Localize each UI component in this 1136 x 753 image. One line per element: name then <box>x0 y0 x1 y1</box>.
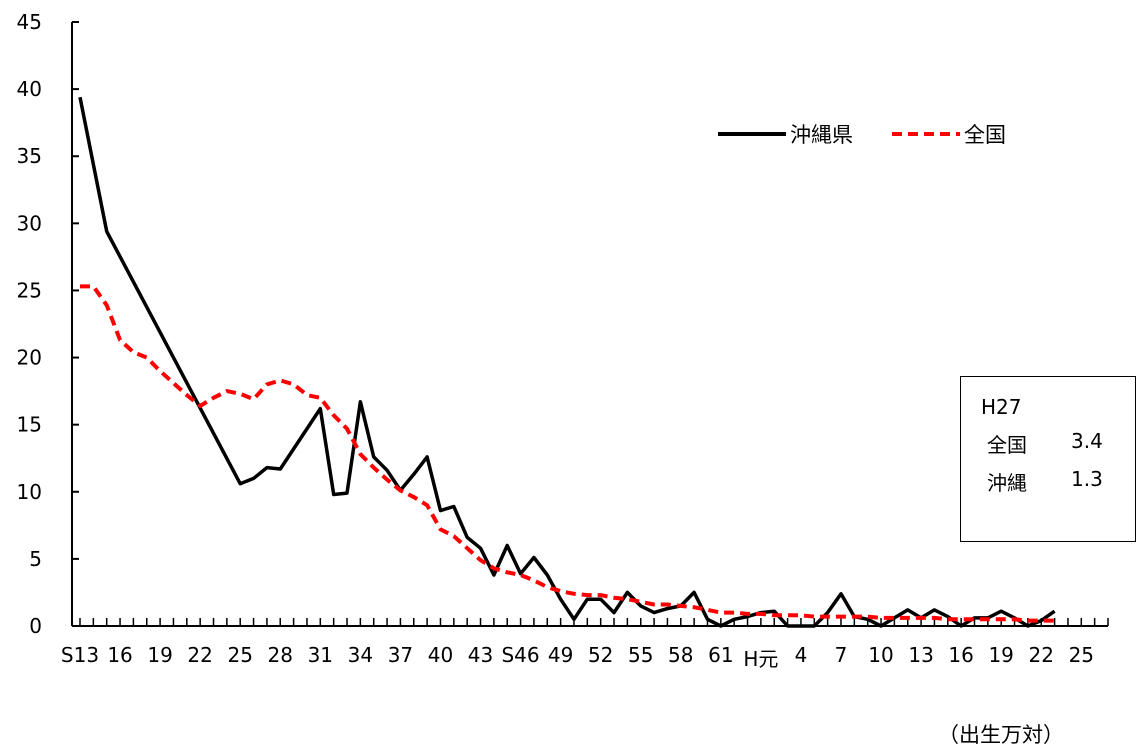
x-tick-label: S13 <box>61 643 99 667</box>
x-tick-label: 49 <box>548 643 573 667</box>
x-tick-label: 40 <box>428 643 453 667</box>
summary-national-value: 3.4 <box>1071 429 1103 453</box>
y-tick-label: 30 <box>17 211 42 235</box>
summary-okinawa-label: 沖縄 <box>987 471 1027 495</box>
series-line-national <box>80 284 1055 623</box>
x-tick-label: 37 <box>388 643 413 667</box>
x-tick-label: 43 <box>468 643 493 667</box>
y-tick-label: 20 <box>17 346 42 370</box>
x-tick-label: 31 <box>308 643 333 667</box>
x-tick-label: 19 <box>147 643 172 667</box>
summary-national-label: 全国 <box>987 433 1027 457</box>
y-tick-label: 45 <box>17 10 42 34</box>
x-tick-label: S46 <box>501 643 539 667</box>
x-tick-label: 4 <box>795 643 808 667</box>
y-tick-label: 25 <box>17 278 42 302</box>
x-tick-label: 22 <box>187 643 212 667</box>
y-tick-label: 5 <box>29 547 42 571</box>
legend-okinawa-label: 沖縄県 <box>790 123 853 147</box>
x-tick-label: 10 <box>868 643 893 667</box>
summary-box: H27 全国 3.4 沖縄 1.3 <box>960 376 1136 542</box>
x-tick-label: 22 <box>1029 643 1054 667</box>
x-tick-label: 16 <box>107 643 132 667</box>
series-layer <box>78 96 1056 628</box>
y-tick-label: 40 <box>17 77 42 101</box>
y-tick-label: 0 <box>29 614 42 638</box>
unit-label: （出生万対） <box>938 723 1064 747</box>
x-tick-label: 25 <box>1069 643 1094 667</box>
x-tick-label: 55 <box>628 643 653 667</box>
x-tick-label: 25 <box>227 643 252 667</box>
axes: 0 5 10 15 20 25 30 35 40 45 S13 16 19 22 25 28 31 34 37 40 4… <box>17 10 1109 671</box>
series-line-okinawa <box>78 96 1056 628</box>
y-tick-label: 35 <box>17 144 42 168</box>
summary-okinawa-value: 1.3 <box>1071 467 1103 491</box>
x-tick-label: 61 <box>708 643 733 667</box>
legend-national-label: 全国 <box>964 123 1006 147</box>
x-tick-label: 34 <box>348 643 373 667</box>
y-tick-label: 15 <box>17 413 42 437</box>
x-tick-label: 52 <box>588 643 613 667</box>
x-tick-label: H元 <box>743 647 778 671</box>
summary-title: H27 <box>981 395 1022 419</box>
x-tick-label: 7 <box>835 643 848 667</box>
x-tick-label: 19 <box>988 643 1013 667</box>
x-tick-label: 13 <box>908 643 933 667</box>
y-tick-label: 10 <box>17 480 42 504</box>
x-tick-label: 28 <box>268 643 293 667</box>
x-tick-label: 16 <box>948 643 973 667</box>
legend: 沖縄県 全国 <box>718 123 1006 147</box>
x-tick-label: 58 <box>668 643 693 667</box>
